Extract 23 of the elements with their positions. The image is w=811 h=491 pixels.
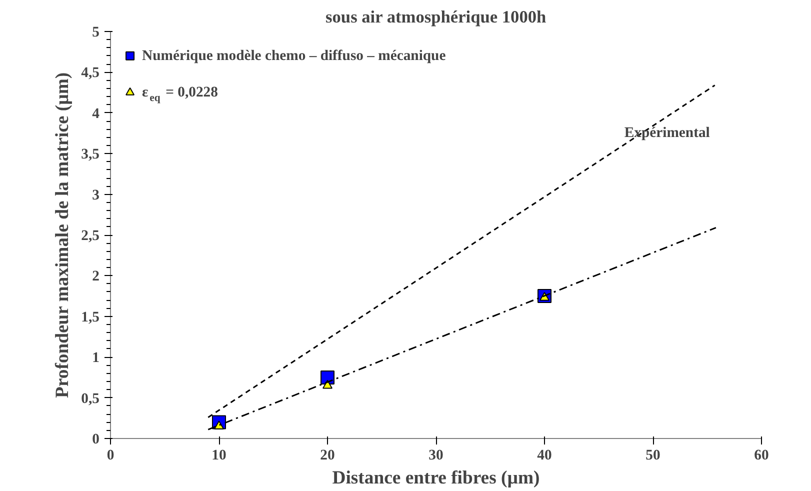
y-tick-label: 4 bbox=[92, 106, 100, 122]
x-tick-label: 20 bbox=[320, 448, 335, 464]
y-tick-label: 0,5 bbox=[81, 390, 100, 407]
legend-label: Numérique modèle chemo – diffuso – mécanique bbox=[142, 48, 446, 64]
x-tick-label: 0 bbox=[106, 448, 114, 464]
y-axis-title: Profondeur maximale de la matrice (µm) bbox=[52, 72, 74, 398]
y-tick-label: 1,5 bbox=[81, 309, 100, 326]
x-tick-label: 50 bbox=[646, 448, 660, 464]
y-tick-label: 2,5 bbox=[81, 228, 100, 244]
x-tick-label: 60 bbox=[754, 448, 769, 464]
chart-title: sous air atmosphérique 1000h bbox=[326, 8, 547, 26]
y-tick-label: 3 bbox=[92, 187, 100, 204]
y-tick-label: 0 bbox=[92, 432, 100, 448]
y-tick-label: 1 bbox=[92, 350, 100, 366]
y-tick-label: 3,5 bbox=[81, 146, 100, 163]
y-tick-label: 2 bbox=[92, 268, 100, 285]
x-tick-label: 40 bbox=[537, 448, 552, 464]
series-label: Expérimental bbox=[624, 125, 710, 142]
y-tick-label: 4,5 bbox=[81, 65, 100, 82]
y-tick-label: 5 bbox=[92, 24, 100, 40]
x-tick-label: 10 bbox=[212, 448, 226, 464]
x-tick-label: 30 bbox=[428, 448, 444, 464]
x-axis-title: Distance entre fibres (µm) bbox=[332, 468, 540, 488]
